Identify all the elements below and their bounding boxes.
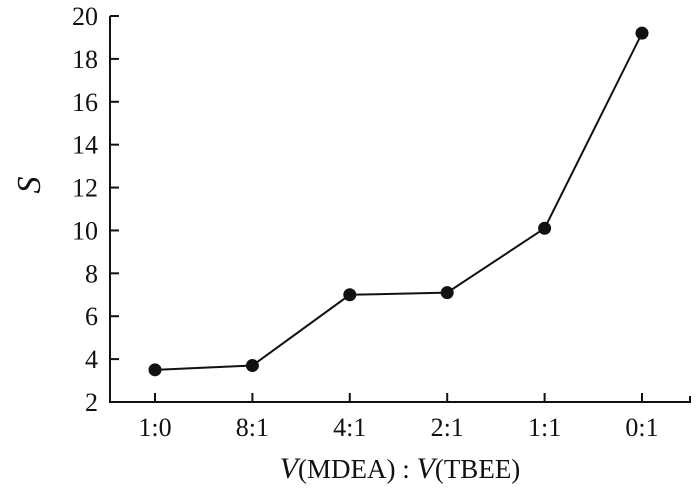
x-axis-ticks: 1:0 8:1 4:1 2:1 1:1 0:1 [138,393,659,442]
y-tick-label: 18 [72,45,98,74]
y-tick-label: 2 [85,388,98,417]
x-axis-label: V(MDEA) : V(TBEE) [280,452,521,485]
y-axis-ticks: 2 4 6 8 10 12 14 16 18 20 [72,2,119,417]
chart-axes [109,16,691,403]
data-point [538,221,552,235]
data-point [440,286,454,300]
x-axis-label-part1: (MDEA) [298,454,395,484]
x-tick-label: 1:0 [138,413,171,442]
x-tick-label: 0:1 [625,413,658,442]
y-tick-label: 14 [72,131,98,160]
y-tick-label: 6 [85,302,98,331]
x-axis-label-part2: (TBEE) [435,454,520,484]
data-point [148,363,162,377]
y-tick-label: 4 [85,345,98,374]
y-tick-label: 16 [72,88,98,117]
y-tick-label: 20 [72,2,98,31]
y-tick-label: 12 [72,174,98,203]
y-axis-label: S [11,177,48,194]
x-tick-label: 4:1 [333,413,366,442]
series-line [154,32,643,371]
x-tick-label: 2:1 [431,413,464,442]
x-tick-label: 1:1 [528,413,561,442]
data-point [635,26,649,40]
x-axis-label-sep: : [395,454,416,484]
x-axis-label-v1: V [280,452,302,485]
x-tick-label: 8:1 [236,413,269,442]
y-tick-label: 10 [72,216,98,245]
y-tick-label: 8 [85,259,98,288]
data-point [245,359,259,373]
data-point [343,288,357,302]
data-points [148,26,649,377]
x-axis-label-v2: V [417,452,439,485]
